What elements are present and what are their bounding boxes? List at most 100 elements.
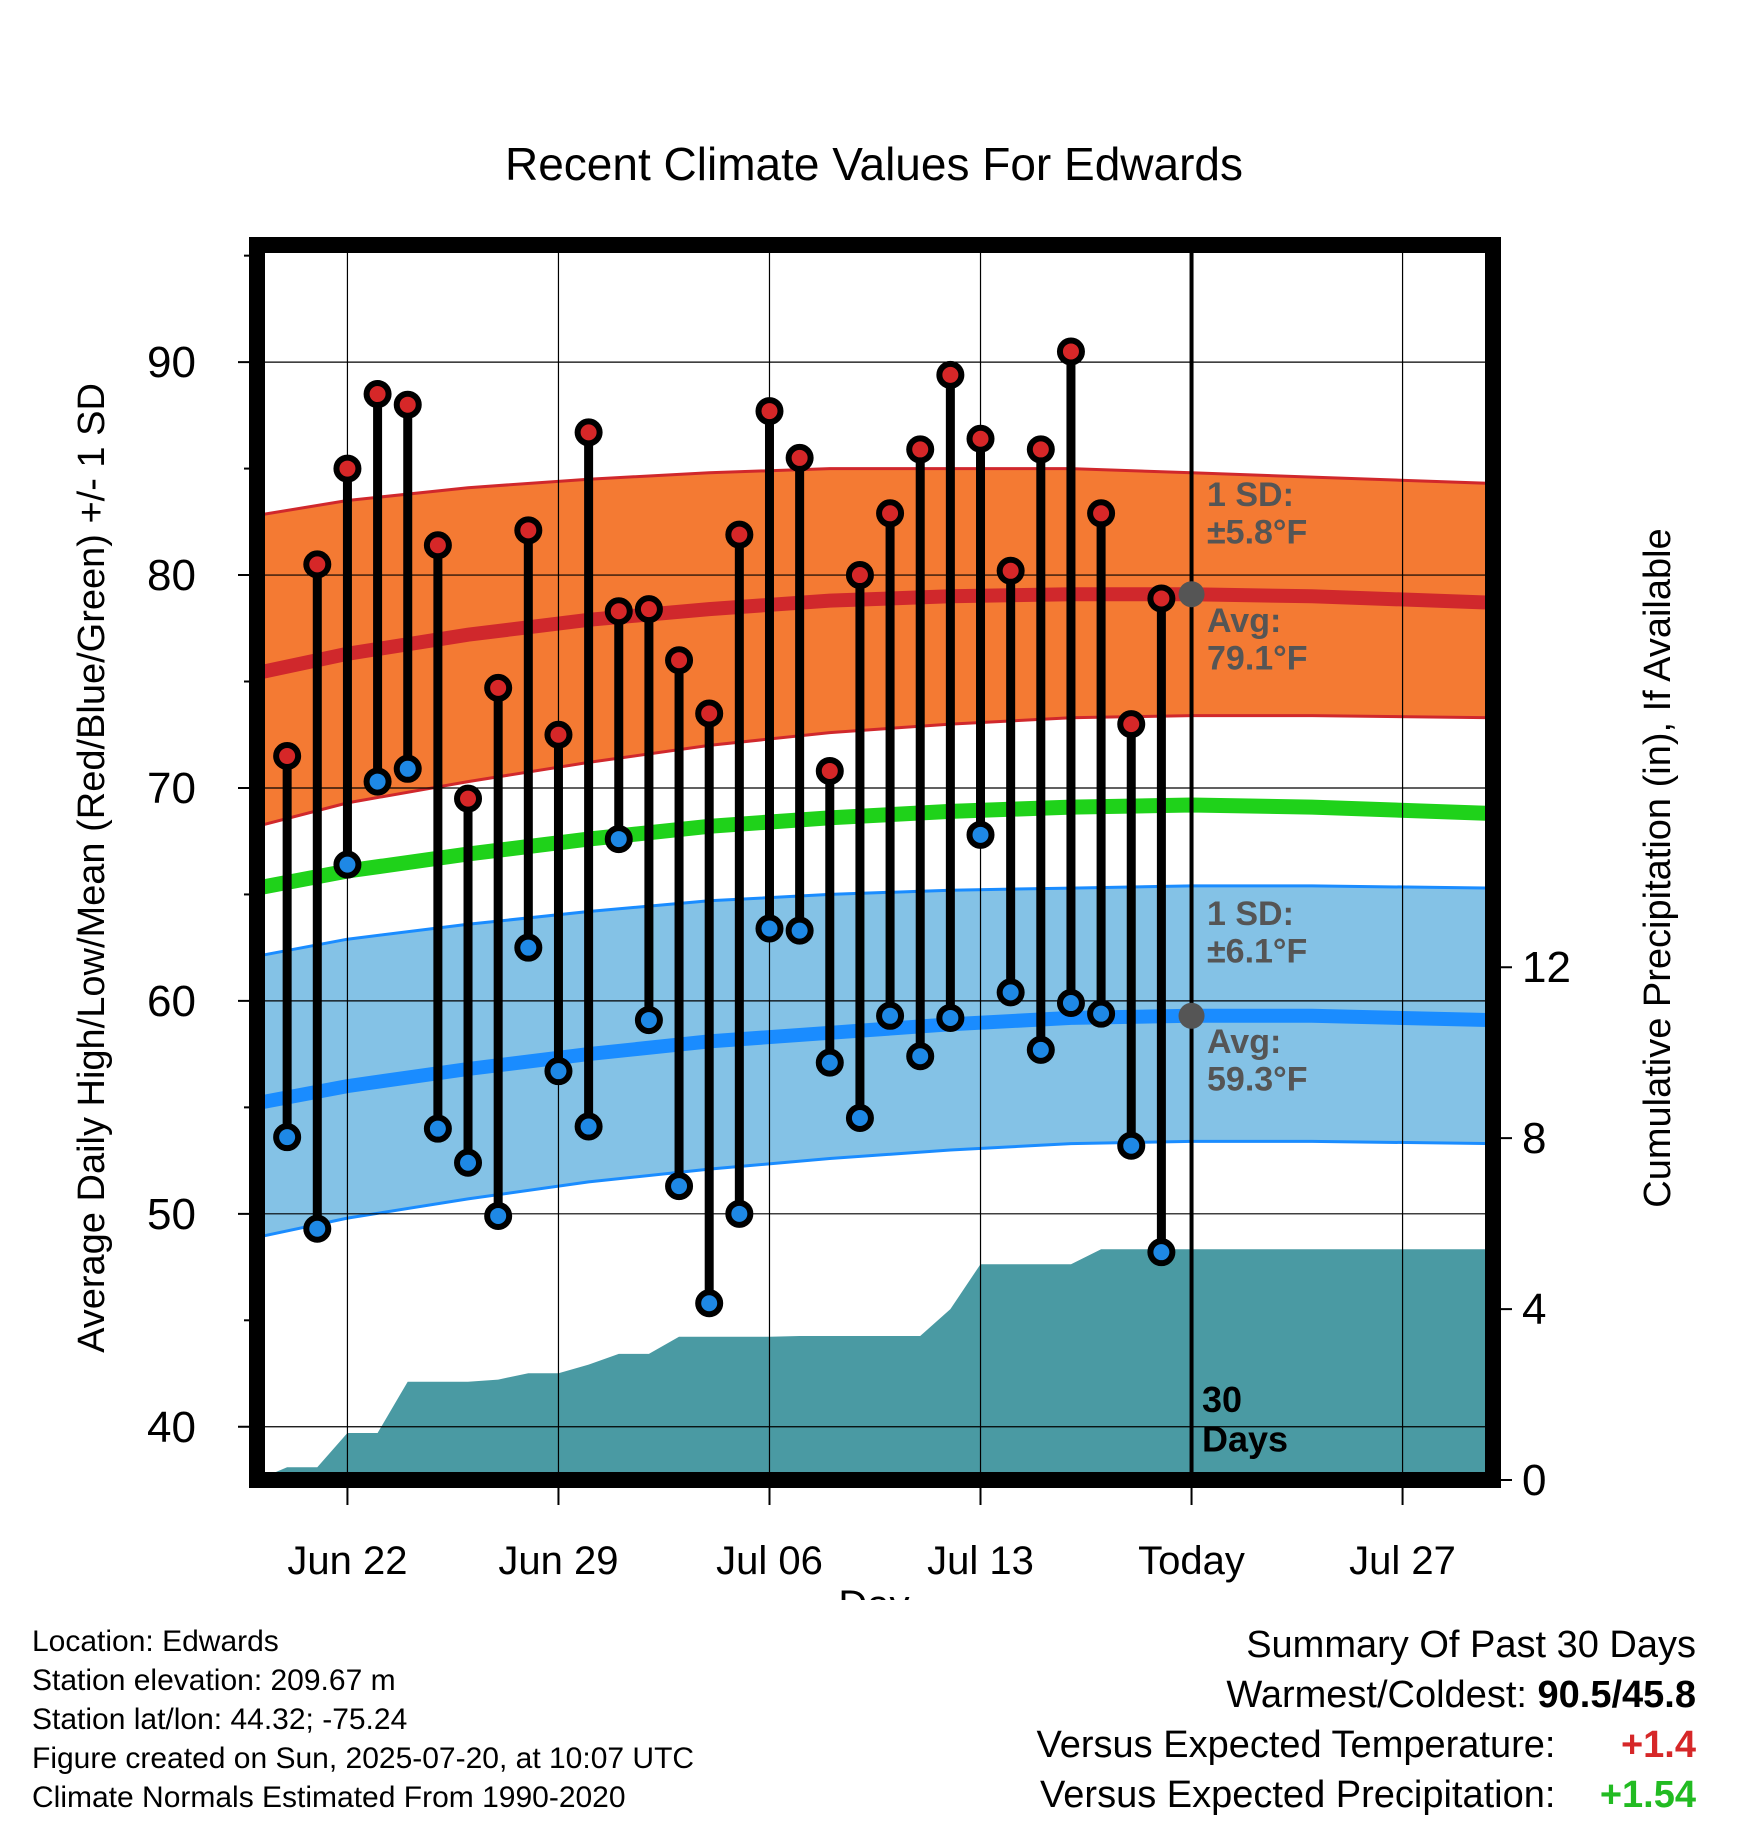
y-tick-label: 60 xyxy=(147,977,196,1026)
high-point xyxy=(725,520,754,549)
high-point xyxy=(454,784,483,813)
high-point xyxy=(363,380,392,409)
low-point xyxy=(755,914,784,943)
low-point xyxy=(936,1003,965,1032)
high-point xyxy=(634,595,663,624)
low-point xyxy=(1026,1035,1055,1064)
low-point xyxy=(363,767,392,796)
x-tick-label: Jul 27 xyxy=(1349,1539,1456,1583)
low-point xyxy=(845,1104,874,1133)
low-point xyxy=(725,1199,754,1228)
low-point xyxy=(1056,989,1085,1018)
temp-label: Versus Expected Temperature: xyxy=(1036,1724,1556,1766)
high-point xyxy=(906,435,935,464)
low-point xyxy=(423,1114,452,1143)
y2-tick-label: 4 xyxy=(1522,1285,1546,1334)
low-avg-annotation: Avg: 59.3°F xyxy=(1207,1023,1308,1098)
today-high-avg-marker xyxy=(1178,581,1205,608)
station-info: Location: Edwards Station elevation: 209… xyxy=(32,1622,694,1817)
high-point xyxy=(966,424,995,453)
low-point xyxy=(695,1289,724,1318)
precip-area xyxy=(257,1249,1493,1480)
high-point xyxy=(815,756,844,785)
high-point xyxy=(845,561,874,590)
plot-frame xyxy=(249,237,1501,1488)
today-low-avg-marker xyxy=(1178,1002,1205,1029)
y-tick-label: 80 xyxy=(147,551,196,600)
high-point xyxy=(393,390,422,419)
normals-text: Climate Normals Estimated From 1990-2020 xyxy=(32,1781,626,1814)
high-avg-annotation: Avg: 79.1°F xyxy=(1207,602,1308,677)
high-point xyxy=(695,699,724,728)
x-tick-label: Today xyxy=(1138,1539,1245,1583)
high-point xyxy=(1087,499,1116,528)
plot-area: 1 SD: ±5.8°F Avg: 79.1°F 1 SD: ±6.1°F Avg: 59.3… xyxy=(147,237,1571,1583)
y-tick-label: 40 xyxy=(147,1403,196,1452)
x-tick-label: Jun 22 xyxy=(287,1539,407,1583)
y2-tick-label: 8 xyxy=(1522,1114,1546,1163)
mean-line xyxy=(255,797,1494,896)
warm-cold-value: 90.5/45.8 xyxy=(1537,1674,1696,1716)
location-text: Location: Edwards xyxy=(32,1625,279,1658)
low-point xyxy=(514,933,543,962)
low-point xyxy=(303,1214,332,1243)
low-point xyxy=(1117,1131,1146,1160)
high-point xyxy=(303,550,332,579)
latlon-text: Station lat/lon: 44.32; -75.24 xyxy=(32,1703,408,1736)
y2-tick-label: 12 xyxy=(1522,943,1571,992)
warm-cold-row: Warmest/Coldest: 90.5/45.8 xyxy=(1037,1670,1696,1720)
chart-title: Recent Climate Values For Edwards xyxy=(505,138,1243,190)
x-tick-label: Jun 29 xyxy=(498,1539,618,1583)
high-point xyxy=(1147,584,1176,613)
high-point xyxy=(1117,710,1146,739)
low-point xyxy=(273,1123,302,1152)
warm-cold-label: Warmest/Coldest: xyxy=(1226,1674,1527,1716)
high-point xyxy=(996,556,1025,585)
elevation-text: Station elevation: 209.67 m xyxy=(32,1664,396,1697)
high-point xyxy=(936,360,965,389)
low-point xyxy=(393,754,422,783)
low-point xyxy=(1147,1238,1176,1267)
x-tick-label: Jul 13 xyxy=(927,1539,1034,1583)
high-sd-band xyxy=(255,467,1495,829)
high-point xyxy=(785,443,814,472)
low-point xyxy=(604,825,633,854)
climate-chart: Recent Climate Values For Edwards 1 SD: ±… xyxy=(71,138,1679,1600)
precip-row: Versus Expected Precipitation: +1.54 xyxy=(1037,1770,1696,1820)
y-tick-label: 70 xyxy=(147,764,196,813)
high-point xyxy=(574,418,603,447)
y-axis-label: Average Daily High/Low/Mean (Red/Blue/Gr… xyxy=(71,383,113,1353)
high-point xyxy=(665,646,694,675)
low-point xyxy=(665,1172,694,1201)
low-point xyxy=(966,820,995,849)
low-point xyxy=(634,1006,663,1035)
precip-label: Versus Expected Precipitation: xyxy=(1040,1774,1556,1816)
high-point xyxy=(484,673,513,702)
low-point xyxy=(544,1057,573,1086)
low-point xyxy=(484,1201,513,1230)
temp-value: +1.4 xyxy=(1620,1724,1696,1766)
low-point xyxy=(815,1048,844,1077)
low-sd-band xyxy=(255,884,1495,1240)
x-tick-label: Jul 06 xyxy=(716,1539,823,1583)
low-point xyxy=(906,1042,935,1071)
high-point xyxy=(1056,337,1085,366)
low-point xyxy=(876,1001,905,1030)
high-point xyxy=(1026,435,1055,464)
precip-value: +1.54 xyxy=(1599,1774,1696,1816)
high-sd-annotation: 1 SD: ±5.8°F xyxy=(1207,476,1307,551)
high-avg-line xyxy=(255,587,1494,680)
low-point xyxy=(1087,999,1116,1028)
low-point xyxy=(454,1148,483,1177)
low-point xyxy=(574,1112,603,1141)
high-point xyxy=(273,742,302,771)
days-annotation: 30 Days xyxy=(1202,1379,1288,1460)
high-point xyxy=(333,454,362,483)
low-point xyxy=(996,978,1025,1007)
high-point xyxy=(755,397,784,426)
y2-axis-label: Cumulative Precipitation (in), If Availa… xyxy=(1637,528,1679,1207)
high-point xyxy=(604,597,633,626)
low-sd-annotation: 1 SD: ±6.1°F xyxy=(1207,895,1307,970)
y-tick-label: 50 xyxy=(147,1190,196,1239)
high-point xyxy=(544,720,573,749)
